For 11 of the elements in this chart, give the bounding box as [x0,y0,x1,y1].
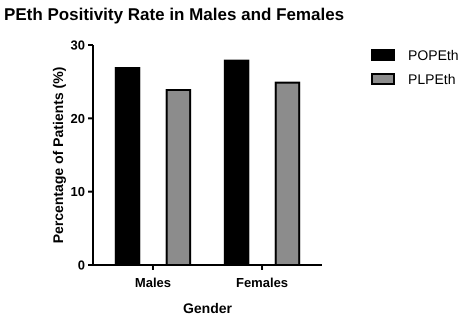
x-axis-title: Gender [182,300,233,316]
y-tick-label: 10 [70,184,85,200]
y-tick-label: 20 [70,110,85,126]
y-tick-label: 0 [78,258,85,273]
y-tick-label: 30 [70,38,85,53]
x-tick-label: Females [236,275,288,290]
legend-label: PLPEth [408,70,456,87]
y-axis-title: Percentage of Patients (%) [50,66,66,244]
chart-title: PEth Positivity Rate in Males and Females [4,5,344,24]
legend-label: POPEth [408,46,459,63]
x-tick-label: Males [134,275,172,290]
